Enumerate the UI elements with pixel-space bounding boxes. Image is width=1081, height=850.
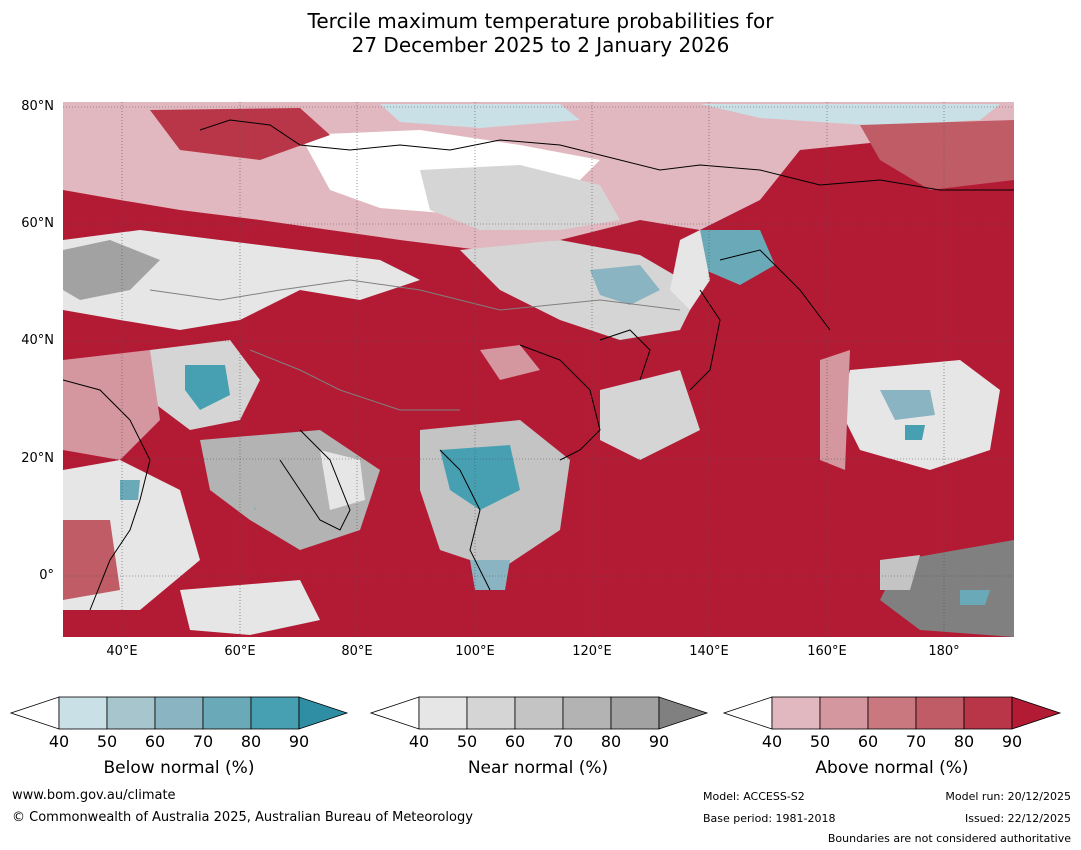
above-colorbar-segment: [771, 696, 821, 730]
arctic-red-patch: [150, 108, 330, 160]
above-colorbar-extend-left: [723, 696, 773, 730]
lon-label-80e: 80°E: [341, 644, 373, 659]
map-title-line2: 27 December 2025 to 2 January 2026: [351, 33, 730, 57]
boundaries-disclaimer: Boundaries are not considered authoritat…: [827, 832, 1071, 845]
above-tick-label: 70: [905, 732, 927, 751]
above-tick-label: 50: [809, 732, 831, 751]
china-east-gray: [600, 370, 700, 460]
lon-label-120e: 120°E: [572, 644, 612, 659]
model-run-date: Model run: 20/12/2025: [945, 790, 1071, 803]
near-colorbar-segment: [610, 696, 660, 730]
africa-blue: [120, 480, 140, 500]
lon-label-60e: 60°E: [224, 644, 256, 659]
near-normal-colorbar: [370, 696, 709, 730]
central-asia-gray: [63, 230, 420, 330]
above-tick-label: 90: [1001, 732, 1023, 751]
mongolia-blue: [590, 265, 660, 305]
below-colorbar-extend-right: [298, 696, 349, 730]
lat-label-20n: 20°N: [21, 451, 54, 466]
lat-label-0: 0°: [39, 568, 54, 583]
pacific-pink-ring: [820, 350, 850, 470]
above-colorbar-segment: [915, 696, 965, 730]
near-tick-label: 90: [648, 732, 670, 751]
near-colorbar-extend-right: [658, 696, 709, 730]
above-colorbar-segment: [867, 696, 917, 730]
pacific-blue-1: [880, 390, 935, 420]
model-name: Model: ACCESS-S2: [703, 790, 805, 803]
lon-label-40e: 40°E: [106, 644, 138, 659]
se-asia-blue: [440, 445, 520, 510]
below-colorbar-extend-left: [10, 696, 60, 730]
above-tick-label: 60: [857, 732, 879, 751]
forecast-map: [63, 102, 1014, 637]
manchuria-blue: [700, 230, 775, 285]
near-colorbar-segment: [514, 696, 564, 730]
lon-label-100e: 100°E: [455, 644, 495, 659]
near-colorbar-segment: [418, 696, 468, 730]
siberia-gray-zone: [420, 165, 620, 230]
near-normal-label: Near normal (%): [467, 758, 609, 778]
base-period: Base period: 1981-2018: [703, 812, 836, 825]
near-tick-label: 50: [456, 732, 478, 751]
arctic-blue-zone: [380, 104, 580, 128]
above-colorbar-segment: [819, 696, 869, 730]
indian-ocean-white: [180, 580, 320, 635]
indian-ocean-gray: [240, 465, 320, 520]
country-borders: [149, 279, 681, 411]
near-tick-label: 70: [552, 732, 574, 751]
above-normal-label: Above normal (%): [815, 758, 969, 778]
coastlines: [63, 119, 1014, 611]
central-asia-darkgray: [63, 240, 160, 300]
africa-red: [63, 520, 120, 600]
lon-label-140e: 140°E: [689, 644, 729, 659]
below-colorbar-segment: [106, 696, 156, 730]
graticule: [63, 102, 1014, 637]
below-normal-label: Below normal (%): [103, 758, 255, 778]
lon-label-160e: 160°E: [807, 644, 847, 659]
near-tick-label: 60: [504, 732, 526, 751]
above-tick-label: 80: [953, 732, 975, 751]
near-tick-label: 40: [408, 732, 430, 751]
bom-url-link[interactable]: www.bom.gov.au/climate: [12, 788, 176, 803]
below-colorbar-segment: [154, 696, 204, 730]
near-tick-label: 80: [600, 732, 622, 751]
below-tick-label: 60: [144, 732, 166, 751]
pacific-blue-2: [905, 425, 925, 440]
middle-east-blue: [185, 365, 230, 410]
below-colorbar-segment: [250, 696, 300, 730]
lon-label-180: 180°: [928, 644, 960, 659]
equatorial-blue: [960, 590, 990, 605]
above-colorbar-extend-right: [1011, 696, 1062, 730]
china-light-patch: [480, 345, 540, 380]
above-tick-label: 40: [761, 732, 783, 751]
below-tick-label: 50: [96, 732, 118, 751]
lat-label-60n: 60°N: [21, 216, 54, 231]
below-colorbar-segment: [58, 696, 108, 730]
above-normal-colorbar: [723, 696, 1062, 730]
lat-label-80n: 80°N: [21, 99, 54, 114]
india-white: [320, 450, 365, 510]
below-normal-colorbar: [10, 696, 349, 730]
near-colorbar-extend-left: [370, 696, 420, 730]
map-title-line1: Tercile maximum temperature probabilitie…: [307, 9, 774, 33]
below-tick-label: 40: [48, 732, 70, 751]
lat-label-40n: 40°N: [21, 333, 54, 348]
issued-date: Issued: 22/12/2025: [964, 812, 1071, 825]
below-tick-label: 90: [288, 732, 310, 751]
near-colorbar-segment: [466, 696, 516, 730]
above-colorbar-segment: [963, 696, 1013, 730]
below-tick-label: 80: [240, 732, 262, 751]
near-colorbar-segment: [562, 696, 612, 730]
arctic-red-patch-2: [860, 120, 1014, 190]
below-tick-label: 70: [192, 732, 214, 751]
equatorial-lightgray: [880, 555, 920, 590]
below-colorbar-segment: [202, 696, 252, 730]
copyright-text: © Commonwealth of Australia 2025, Austra…: [12, 810, 473, 825]
arctic-blue-zone-2: [700, 104, 1000, 126]
se-asia-blue-2: [470, 560, 510, 590]
